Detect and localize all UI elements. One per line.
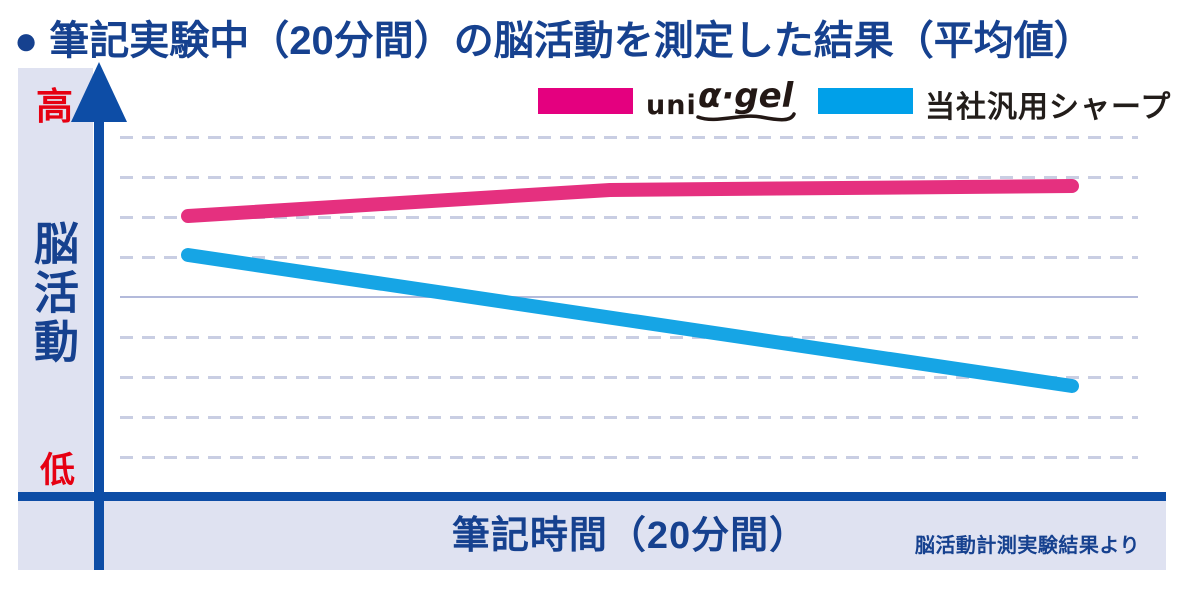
agel-logo-text: α·gel	[698, 76, 794, 116]
gridline-dashed	[120, 376, 1138, 379]
gridline-dashed	[120, 256, 1138, 259]
uni-agel-logo: uni α·gel	[646, 74, 796, 124]
y-axis-low-label: 低	[40, 451, 76, 490]
footnote: 脳活動計測実験結果より	[914, 535, 1140, 557]
agel-logo-underline	[696, 112, 796, 122]
y-axis-line	[94, 112, 104, 570]
x-axis-line	[18, 492, 1166, 501]
y-axis-high-label: 高	[36, 86, 73, 127]
gridline-dashed	[120, 416, 1138, 419]
legend-label-generic-pencil: 当社汎用シャープ	[925, 91, 1172, 124]
gridline-solid	[120, 296, 1138, 298]
data-line-uni-agel	[181, 179, 1079, 223]
uni-logo-text: uni	[646, 90, 697, 121]
gridline-dashed	[120, 336, 1138, 339]
legend-swatch-uni-agel	[538, 88, 633, 114]
gridline-dashed	[120, 456, 1138, 459]
y-axis-panel	[18, 68, 93, 492]
x-axis-panel	[18, 501, 1166, 570]
gridline-dashed	[120, 216, 1138, 219]
x-axis-title: 筆記時間（20分間）	[451, 515, 809, 557]
legend-swatch-generic-pencil	[818, 88, 913, 114]
page-title: ● 筆記実験中（20分間）の脳活動を測定した結果（平均値）	[14, 19, 1094, 63]
y-axis-title: 脳活動	[27, 220, 78, 367]
gridline-dashed	[120, 176, 1138, 179]
data-line-generic-pencil	[181, 248, 1079, 393]
gridline-dashed	[120, 136, 1138, 139]
